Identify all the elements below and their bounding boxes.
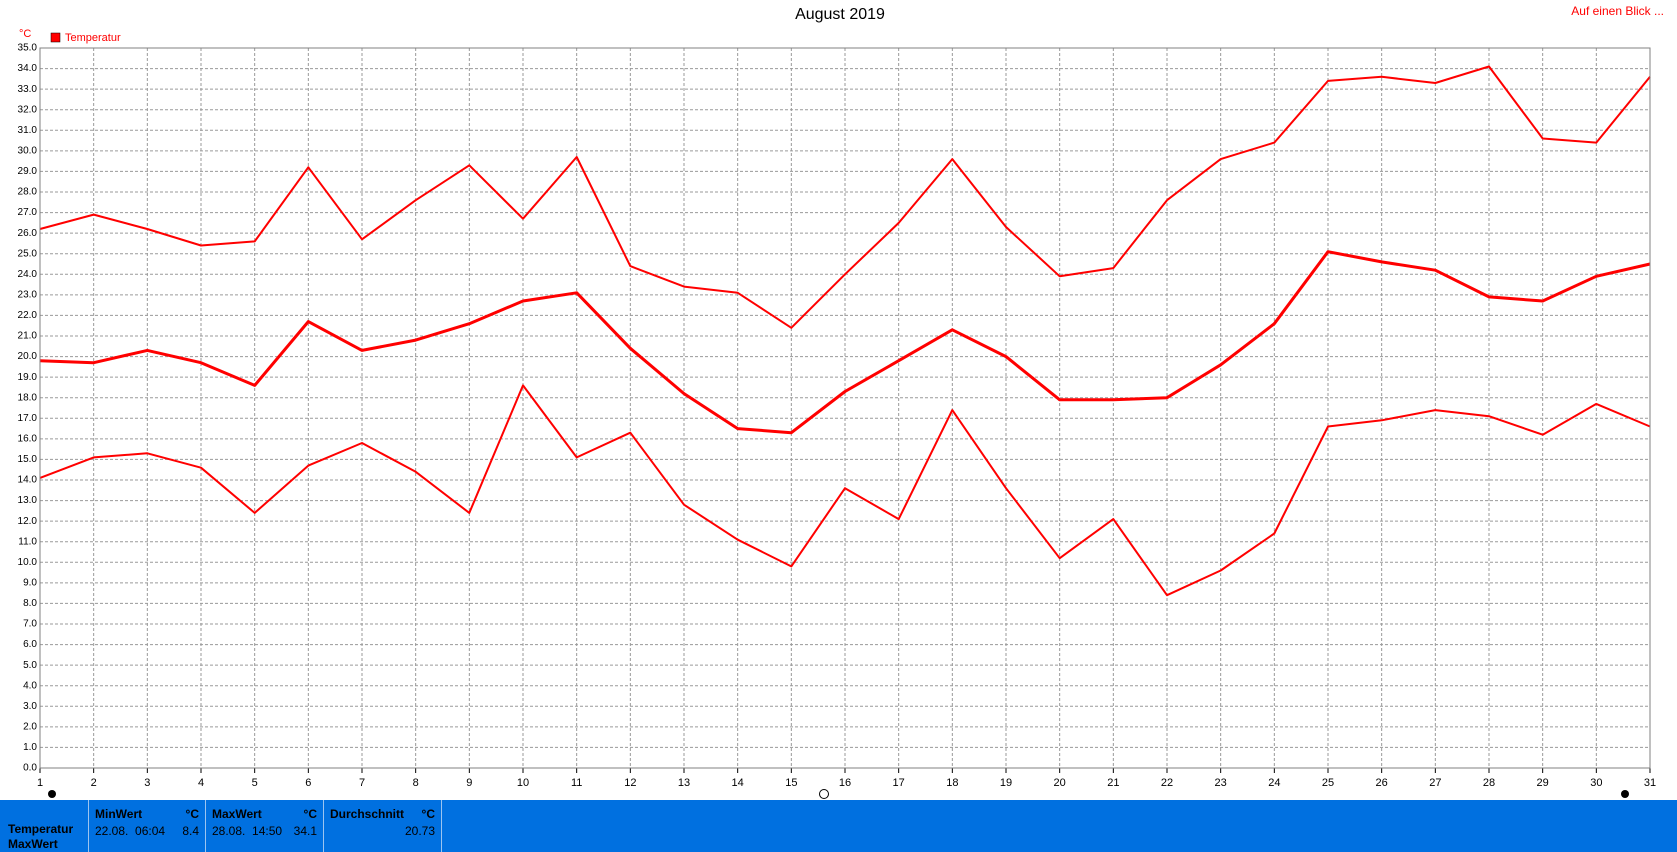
cell: Temperatur MaxWert <box>0 800 89 852</box>
x-tick-label: 15 <box>785 777 797 789</box>
y-tick-label: 10.0 <box>18 557 38 568</box>
cell-text: 28.08. 14:50 <box>212 824 283 838</box>
y-tick-label: 21.0 <box>18 331 38 342</box>
cell-text: 20.73 <box>404 824 435 838</box>
x-tick-label: 12 <box>624 777 636 789</box>
x-tick-label: 21 <box>1107 777 1119 789</box>
x-tick-label: 27 <box>1429 777 1441 789</box>
x-tick-label: 8 <box>413 777 419 789</box>
y-tick-label: 11.0 <box>18 536 37 547</box>
marker <box>48 790 56 798</box>
y-tick-label: 9.0 <box>23 577 37 588</box>
marker <box>819 789 829 799</box>
y-tick-label: 4.0 <box>23 680 37 691</box>
cell: MinWert °C 22.08. 06:04 8.4 <box>89 800 206 852</box>
y-tick-label: 27.0 <box>18 207 38 218</box>
y-tick-label: 18.0 <box>18 392 38 403</box>
y-tick-label: 14.0 <box>18 475 38 486</box>
x-tick-label: 9 <box>466 777 472 789</box>
x-tick-label: 20 <box>1054 777 1066 789</box>
y-tick-label: 20.0 <box>18 351 38 362</box>
x-tick-label: 25 <box>1322 777 1334 789</box>
x-tick-label: 11 <box>571 777 582 789</box>
x-tick-label: 3 <box>144 777 150 789</box>
marker <box>1621 790 1629 798</box>
y-tick-label: 30.0 <box>18 145 38 156</box>
y-tick-label: 13.0 <box>18 495 38 506</box>
unit: °C <box>421 807 435 821</box>
line-series <box>39 250 1651 435</box>
chart-title: August 2019 <box>795 6 885 23</box>
row-label: Temperatur <box>8 822 74 836</box>
x-tick-label: 1 <box>37 777 43 789</box>
y-tick-label: 2.0 <box>23 721 37 732</box>
y-tick-label: 8.0 <box>23 598 37 609</box>
y-tick-label: 28.0 <box>18 187 38 198</box>
x-tick-label: 17 <box>893 777 905 789</box>
y-tick-label: 32.0 <box>18 104 38 115</box>
y-tick-label: 23.0 <box>18 289 38 300</box>
x-tick-label: 5 <box>252 777 258 789</box>
x-tick-label: 29 <box>1537 777 1549 789</box>
legend-label: Temperatur <box>65 32 121 44</box>
x-tick-label: 2 <box>91 777 97 789</box>
y-tick-label: 31.0 <box>18 125 38 136</box>
x-tick-label: 7 <box>359 777 365 789</box>
x-tick-label: 14 <box>732 777 744 789</box>
x-tick-label: 10 <box>517 777 529 789</box>
unit: °C <box>303 807 317 821</box>
y-tick-label: 33.0 <box>18 84 38 95</box>
y-tick-label: 19.0 <box>18 372 38 383</box>
x-tick-label: 30 <box>1590 777 1602 789</box>
unit: °C <box>185 807 199 821</box>
x-tick-label: 18 <box>946 777 958 789</box>
x-tick-label: 13 <box>678 777 690 789</box>
y-tick-label: 22.0 <box>18 310 38 321</box>
cell-text: 22.08. 06:04 <box>95 824 166 838</box>
y-tick-label: 7.0 <box>23 619 37 630</box>
y-tick-label: 35.0 <box>18 43 38 54</box>
y-tick-label: 0.0 <box>23 763 37 774</box>
y-tick-label: 24.0 <box>18 269 38 280</box>
y-tick-label: 6.0 <box>23 639 37 650</box>
line-series <box>39 65 1651 329</box>
x-tick-label: 23 <box>1215 777 1227 789</box>
summary-panel: Temperatur MaxWert MinWert °C 22.08. 06:… <box>0 800 1677 852</box>
y-unit: °C <box>19 28 31 40</box>
x-tick-label: 6 <box>305 777 311 789</box>
x-tick-label: 16 <box>839 777 851 789</box>
x-tick-label: 26 <box>1376 777 1388 789</box>
col-header: MaxWert <box>212 807 262 821</box>
x-tick-label: 31 <box>1644 777 1656 789</box>
x-tick-label: 28 <box>1483 777 1495 789</box>
cell: MaxWert °C 28.08. 14:50 34.1 <box>206 800 324 852</box>
axis-frame <box>39 47 1651 769</box>
legend-swatch <box>50 32 61 43</box>
y-tick-label: 16.0 <box>18 433 38 444</box>
y-tick-label: 34.0 <box>18 63 38 74</box>
row-label: MaxWert <box>8 837 58 851</box>
overview-link[interactable]: Auf einen Blick ... <box>1571 4 1664 18</box>
cell: Durchschnitt °C 20.73 <box>324 800 442 852</box>
x-tick-label: 22 <box>1161 777 1173 789</box>
y-tick-label: 15.0 <box>18 454 38 465</box>
chart: August 2019 Auf einen Blick ... °C 0.0 1.… <box>18 4 1664 799</box>
cell-text: 34.1 <box>293 824 317 838</box>
col-header: MinWert <box>95 807 143 821</box>
line-series <box>39 384 1651 597</box>
y-tick-label: 26.0 <box>18 228 38 239</box>
y-tick-label: 3.0 <box>23 701 37 712</box>
col-header: Durchschnitt <box>330 807 405 821</box>
x-tick-label: 4 <box>198 777 204 789</box>
x-tick-label: 24 <box>1268 777 1280 789</box>
y-tick-label: 17.0 <box>18 413 38 424</box>
y-tick-label: 29.0 <box>18 166 38 177</box>
y-tick-label: 12.0 <box>18 516 38 527</box>
y-tick-label: 1.0 <box>23 742 37 753</box>
cell-text: 8.4 <box>182 824 199 838</box>
y-tick-label: 25.0 <box>18 248 38 259</box>
x-tick-label: 19 <box>1000 777 1012 789</box>
y-tick-label: 5.0 <box>23 660 37 671</box>
